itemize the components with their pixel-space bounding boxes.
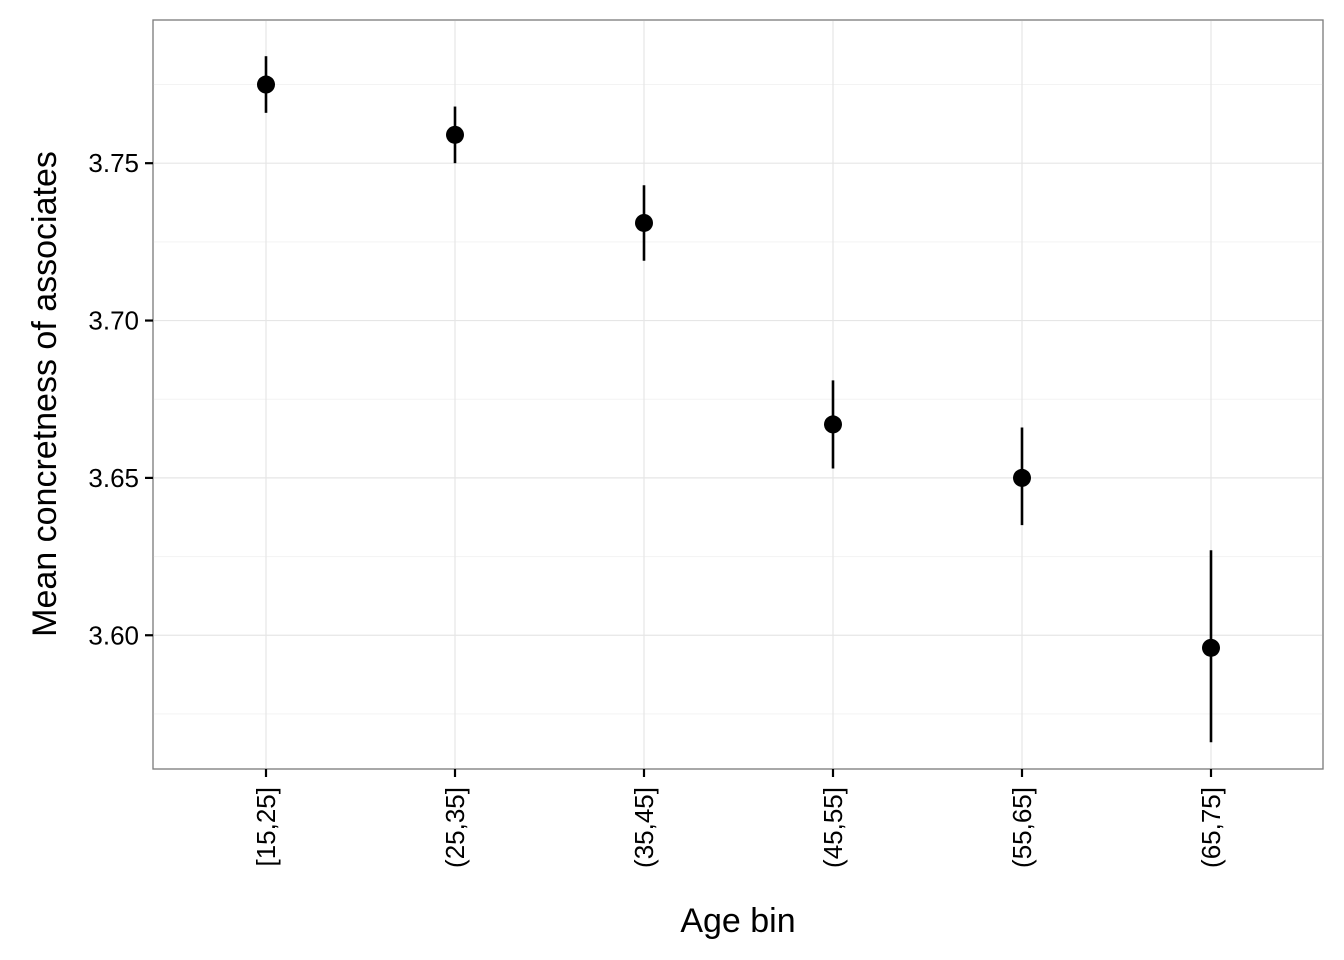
plot-panel xyxy=(152,19,1324,770)
x-axis-ticks: [15,25] (25,35] (35,45] (45,55] (55,65] (65,7… xyxy=(251,769,1226,868)
plot-panel-border xyxy=(152,19,1324,770)
y-axis-ticks: 3.60 3.65 3.70 3.75 xyxy=(88,148,153,650)
data-point xyxy=(1202,638,1220,657)
x-tick-label: (55,65] xyxy=(1007,787,1037,868)
x-tick-label: (35,45] xyxy=(629,787,659,868)
y-tick-label: 3.70 xyxy=(88,306,139,336)
x-tick-label: (45,55] xyxy=(818,787,848,868)
x-axis-title: Age bin xyxy=(680,902,795,940)
y-tick-label: 3.65 xyxy=(88,463,139,493)
data-points xyxy=(257,75,1220,657)
minor-gridlines xyxy=(153,84,1323,715)
y-tick-label: 3.75 xyxy=(88,148,139,178)
data-point xyxy=(1013,468,1031,487)
data-point xyxy=(635,213,653,232)
data-point xyxy=(824,415,842,434)
x-tick-label: (25,35] xyxy=(440,787,470,868)
y-axis-title: Mean concretness of associates xyxy=(26,151,64,637)
data-point xyxy=(257,75,275,94)
x-tick-label: (65,75] xyxy=(1196,787,1226,868)
data-point xyxy=(446,125,464,144)
y-tick-label: 3.60 xyxy=(88,620,139,650)
x-tick-label: [15,25] xyxy=(251,787,281,867)
